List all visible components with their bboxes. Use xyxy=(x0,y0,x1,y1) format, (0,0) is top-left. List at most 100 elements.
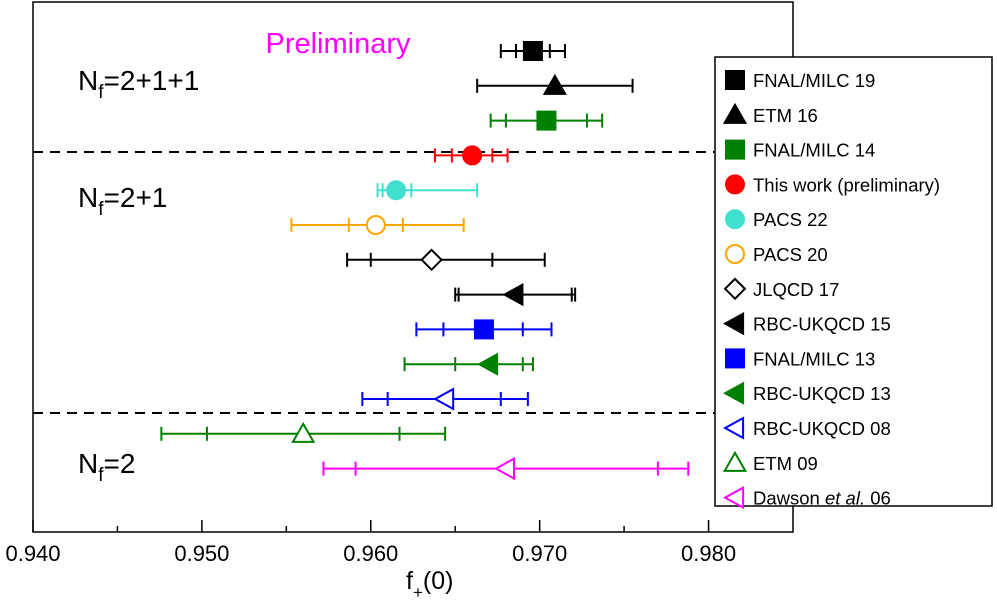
data-row xyxy=(476,73,634,95)
legend-label-text: Dawson xyxy=(753,488,825,509)
legend-label: Dawson et al. 06 xyxy=(753,488,891,509)
legend-label-text: RBC-UKQCD 15 xyxy=(753,314,891,335)
triangle-left-marker xyxy=(723,486,745,510)
legend-label: ETM 09 xyxy=(753,453,818,474)
x-axis-label-main: f xyxy=(406,567,413,595)
data-row xyxy=(499,41,566,61)
group-label-main: N xyxy=(78,182,98,213)
square-marker xyxy=(473,319,494,340)
legend-label: FNAL/MILC 19 xyxy=(753,70,875,91)
x-axis-label-sub: + xyxy=(413,583,423,602)
triangle-up-marker xyxy=(722,102,748,124)
triangle-left-marker xyxy=(723,416,745,440)
legend-label: RBC-UKQCD 13 xyxy=(753,383,891,404)
legend-label-text: JLQCD 17 xyxy=(753,279,839,300)
data-row xyxy=(454,283,577,307)
triangle-left-marker xyxy=(477,352,499,376)
data-row xyxy=(361,387,529,411)
triangle-left-marker xyxy=(723,312,745,336)
preliminary-annotation: Preliminary xyxy=(265,28,411,60)
circle-marker xyxy=(386,180,407,201)
legend-label: FNAL/MILC 13 xyxy=(753,348,875,369)
diamond-marker xyxy=(723,277,747,301)
triangle-left-marker xyxy=(493,457,515,481)
legend-item: FNAL/MILC 19 xyxy=(725,70,875,91)
legend-item: FNAL/MILC 14 xyxy=(725,139,875,161)
square-marker xyxy=(522,41,543,61)
group-label-tail: =2+1 xyxy=(104,182,168,213)
legend-item: JLQCD 17 xyxy=(723,277,839,301)
x-axis: 0.940 0.950 0.960 0.970 0.980 xyxy=(5,520,736,566)
legend-item: This work (preliminary) xyxy=(725,174,940,195)
group-label-main: N xyxy=(78,448,98,479)
legend-label-text: RBC-UKQCD 13 xyxy=(753,383,891,404)
circle-marker xyxy=(462,145,483,166)
group-label: Nf=2+1+1 xyxy=(78,65,199,103)
legend-label: RBC-UKQCD 15 xyxy=(753,314,891,335)
legend-item: Dawson et al. 06 xyxy=(723,486,891,510)
legend: FNAL/MILC 19 ETM 16 FNAL/MILC 14 This work … xyxy=(714,56,993,510)
legend-label-text: RBC-UKQCD 08 xyxy=(753,418,891,439)
triangle-left-marker xyxy=(723,381,745,405)
data-row xyxy=(290,215,465,235)
legend-label-italic: et al. xyxy=(825,488,865,509)
diamond-marker xyxy=(420,248,443,272)
legend-item: PACS 22 xyxy=(725,209,828,230)
square-marker xyxy=(536,110,557,131)
group-labels: Nf=2+1+1Nf=2+1Nf=2 xyxy=(78,65,199,486)
legend-label-text: PACS 20 xyxy=(753,244,828,265)
legend-label-suffix: 06 xyxy=(865,488,891,509)
legend-item: RBC-UKQCD 08 xyxy=(723,416,891,440)
legend-label: PACS 20 xyxy=(753,244,828,265)
x-axis-label: f+(0) xyxy=(406,567,453,602)
x-tick-label: 0.980 xyxy=(681,541,736,566)
triangle-up-marker xyxy=(542,73,567,95)
legend-item: PACS 20 xyxy=(725,244,828,265)
x-axis-label-text: f+(0) xyxy=(406,567,453,602)
group-label-sub: f xyxy=(98,82,104,103)
circle-marker xyxy=(725,209,745,230)
legend-item: ETM 09 xyxy=(722,450,818,474)
data-row xyxy=(433,145,509,166)
legend-label: RBC-UKQCD 08 xyxy=(753,418,891,439)
legend-label-text: This work (preliminary) xyxy=(753,174,940,195)
legend-label: ETM 16 xyxy=(753,105,818,126)
legend-label-text: PACS 22 xyxy=(753,209,828,230)
square-marker xyxy=(725,348,745,369)
legend-label-text: ETM 16 xyxy=(753,105,818,126)
circle-marker xyxy=(725,174,745,195)
x-tick-label: 0.960 xyxy=(343,541,398,566)
triangle-left-marker xyxy=(502,283,524,307)
legend-item: ETM 16 xyxy=(722,102,818,126)
group-label: Nf=2+1 xyxy=(78,182,167,220)
data-row xyxy=(322,457,690,481)
group-label-tail: =2+1+1 xyxy=(104,65,200,96)
x-tick-label: 0.940 xyxy=(5,541,60,566)
circle-marker xyxy=(365,215,386,235)
legend-label: PACS 22 xyxy=(753,209,828,230)
group-label-main: N xyxy=(78,65,98,96)
legend-label-text: FNAL/MILC 14 xyxy=(753,140,875,161)
data-row xyxy=(376,180,479,201)
data-row xyxy=(160,421,447,443)
legend-label-text: ETM 09 xyxy=(753,453,818,474)
legend-label: This work (preliminary) xyxy=(753,174,940,195)
legend-label-text: FNAL/MILC 19 xyxy=(753,70,875,91)
data-row xyxy=(403,352,534,376)
group-label-sub: f xyxy=(98,465,104,486)
plot-area xyxy=(32,1,794,533)
group-label: Nf=2 xyxy=(78,448,135,486)
legend-item: FNAL/MILC 13 xyxy=(725,348,875,369)
triangle-left-marker xyxy=(433,387,455,411)
legend-item: RBC-UKQCD 13 xyxy=(723,381,891,405)
x-tick-label: 0.970 xyxy=(512,541,567,566)
group-label-tail: =2 xyxy=(104,448,136,479)
legend-item: RBC-UKQCD 15 xyxy=(723,312,891,336)
legend-label: JLQCD 17 xyxy=(753,279,839,300)
square-marker xyxy=(725,139,745,160)
data-points xyxy=(160,41,690,481)
legend-box xyxy=(714,56,993,507)
circle-marker xyxy=(725,244,745,264)
data-row xyxy=(346,248,546,272)
